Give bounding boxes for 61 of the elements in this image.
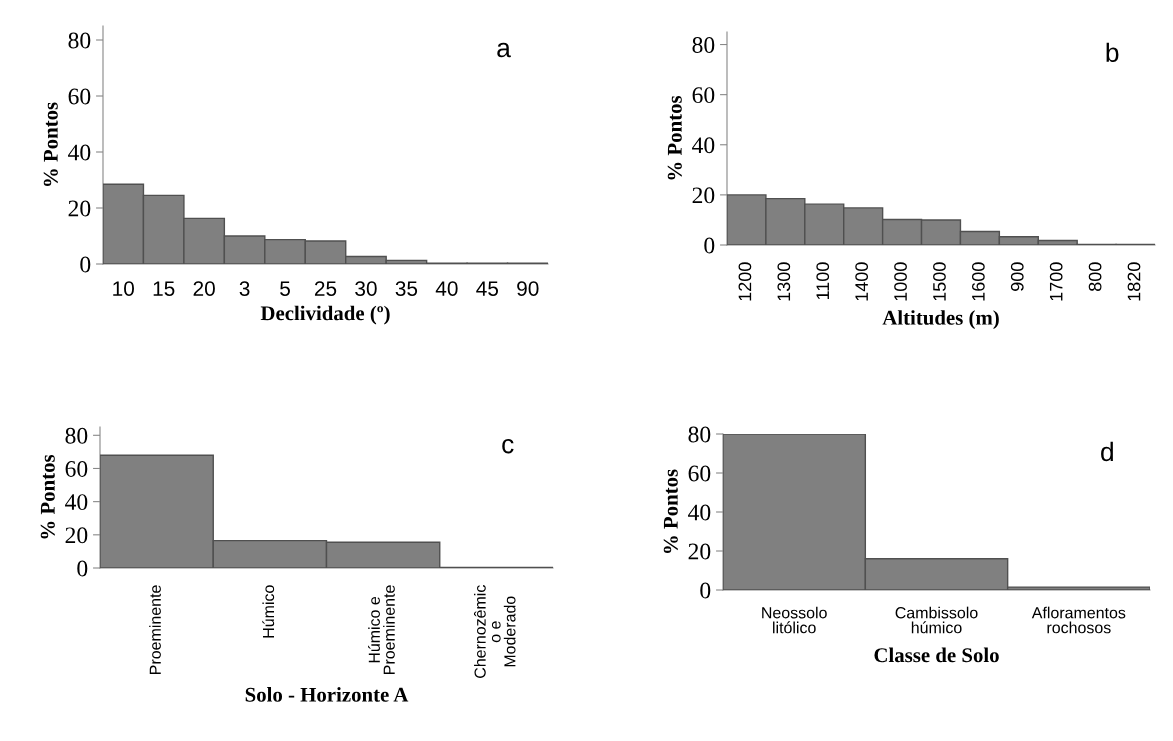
x-tick-label: 15 (153, 281, 175, 296)
y-axis-title: % Pontos (667, 95, 682, 180)
x-tick-label: 1000 (894, 262, 907, 301)
x-axis-title: Declividade (º) (260, 305, 390, 325)
x-tick-label: 40 (435, 281, 458, 296)
y-tick-label: 60 (68, 88, 91, 105)
y-tick-label: 40 (68, 144, 91, 161)
x-tick-label: 1600 (971, 262, 985, 301)
y-tick-label: 40 (692, 137, 715, 154)
x-tick-label: 900 (1010, 262, 1024, 291)
annotation: a (497, 42, 511, 58)
x-tick-label: 10 (113, 281, 134, 296)
y-tick-label: 0 (700, 582, 711, 599)
y-tick-label: 80 (692, 37, 715, 53)
x-tick-label: 1100 (816, 262, 830, 300)
y-axis-title: % Pontos (663, 469, 678, 553)
x-tick-label: 1700 (1049, 262, 1063, 301)
y-tick-label: 20 (68, 200, 91, 217)
y-tick-label: 40 (688, 504, 711, 521)
x-tick-label: Chernozêmic o e Moderado (473, 585, 516, 678)
x-axis-title: Altitudes (m) (882, 310, 999, 330)
y-tick-label: 0 (77, 560, 88, 577)
annotation: c (502, 438, 514, 454)
x-tick-label: 1820 (1127, 262, 1141, 301)
y-tick-label: 80 (688, 426, 711, 443)
x-tick-label: 1500 (933, 262, 946, 301)
x-tick-label: Proeminente (149, 585, 161, 674)
x-tick-label: Húmico (262, 585, 275, 638)
x-tick-label: Cambissolo húmico (895, 606, 978, 634)
x-tick-label: 45 (476, 281, 499, 296)
y-tick-label: 40 (65, 494, 88, 511)
y-tick-label: 0 (704, 237, 715, 254)
x-tick-label: 35 (395, 281, 418, 296)
x-tick-label: Neossolo litólico (762, 606, 827, 634)
y-axis-title: % Pontos (40, 454, 55, 539)
y-tick-label: 20 (688, 543, 711, 560)
y-tick-label: 80 (68, 32, 91, 49)
x-tick-label: 3 (239, 281, 250, 296)
x-tick-label: 1400 (855, 262, 869, 301)
x-tick-label: 800 (1088, 262, 1102, 291)
y-axis-title: % Pontos (43, 102, 58, 186)
y-tick-label: 60 (692, 87, 715, 104)
x-tick-label: 5 (280, 281, 290, 296)
y-tick-label: 60 (65, 460, 88, 477)
y-tick-label: 60 (688, 465, 711, 482)
x-tick-label: 30 (355, 281, 377, 296)
x-tick-label: 20 (193, 281, 215, 296)
x-axis-title: Solo - Horizonte A (245, 687, 409, 702)
annotation: b (1106, 42, 1119, 63)
x-tick-label: 1300 (777, 262, 791, 301)
x-tick-label: Afloramentos rochosos (1031, 606, 1126, 634)
x-tick-label: 25 (314, 281, 337, 296)
y-tick-label: 0 (80, 256, 91, 273)
y-tick-label: 20 (65, 527, 88, 544)
y-tick-label: 80 (65, 427, 88, 444)
x-axis-title: Classe de Solo (874, 647, 999, 663)
x-tick-label: Húmico e Proeminente (368, 585, 395, 674)
x-tick-label: 1200 (738, 262, 752, 301)
x-tick-label: 90 (517, 281, 539, 296)
annotation: d (1101, 441, 1113, 462)
y-tick-label: 20 (692, 187, 715, 204)
